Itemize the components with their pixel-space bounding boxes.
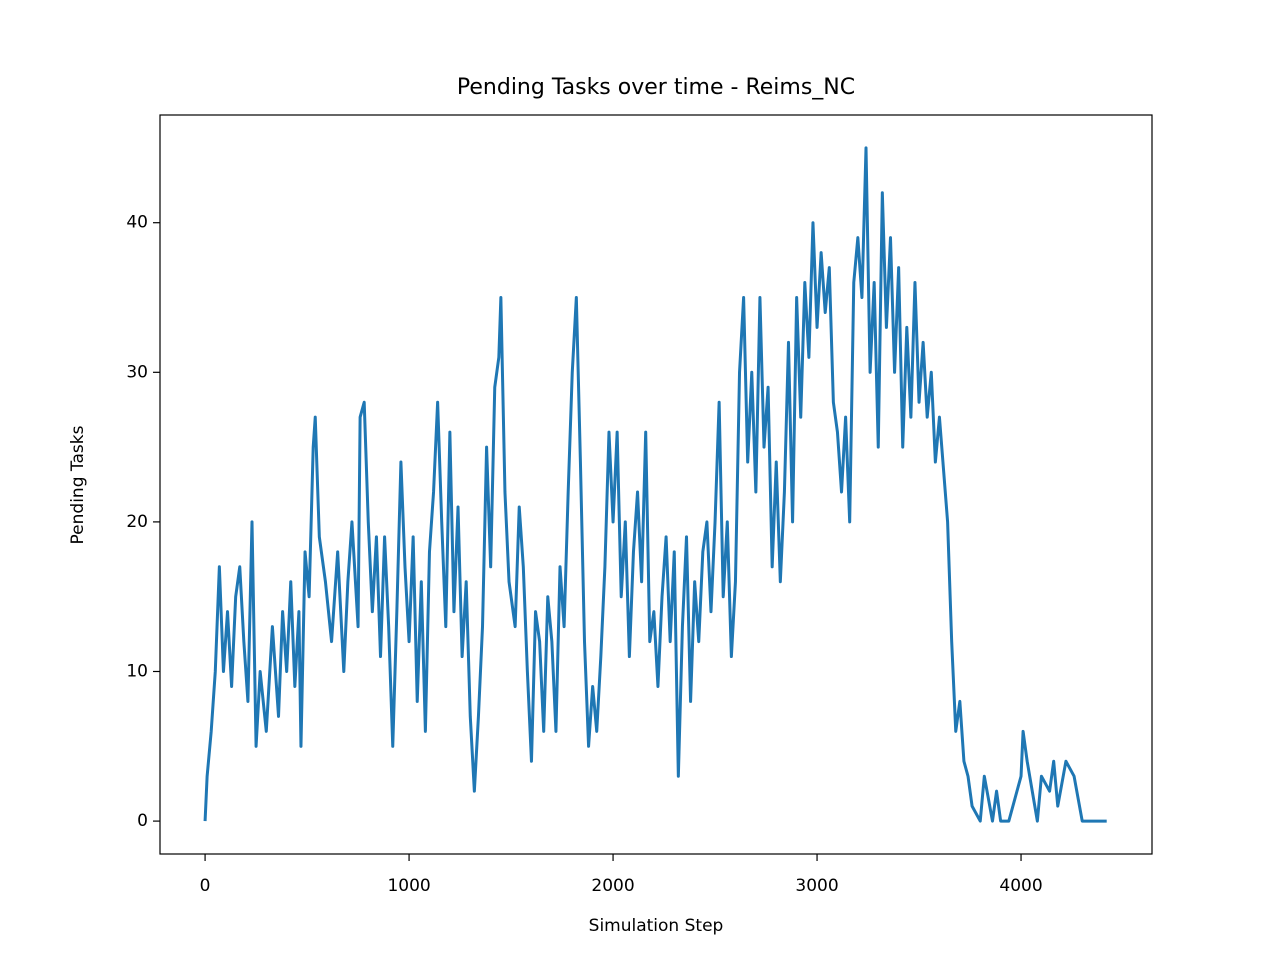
x-tick-label: 1000 <box>387 876 430 896</box>
x-tick-label: 2000 <box>591 876 634 896</box>
y-axis-label: Pending Tasks <box>68 425 88 544</box>
y-tick-label: 20 <box>126 512 148 532</box>
chart-title: Pending Tasks over time - Reims_NC <box>457 75 855 100</box>
y-tick-label: 0 <box>137 811 148 831</box>
y-tick-label: 10 <box>126 661 148 681</box>
data-line <box>203 146 1107 823</box>
y-tick-label: 40 <box>126 213 148 233</box>
x-tick-label: 0 <box>200 876 211 896</box>
plot-frame <box>159 114 1153 855</box>
y-tick-label: 30 <box>126 362 148 382</box>
x-axis-label: Simulation Step <box>589 916 724 936</box>
x-tick-label: 3000 <box>795 876 838 896</box>
x-tick-label: 4000 <box>999 876 1042 896</box>
